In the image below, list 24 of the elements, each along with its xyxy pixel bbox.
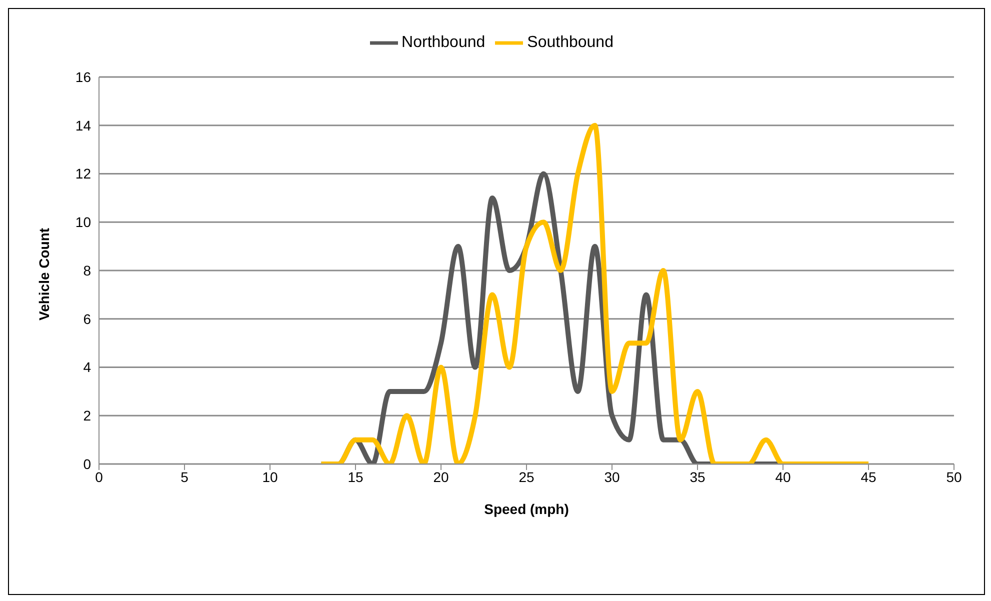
x-tick-label: 50 (946, 468, 962, 485)
y-tick-label: 8 (83, 262, 92, 278)
x-tick-label: 5 (180, 468, 189, 485)
x-tick-label: 30 (604, 468, 620, 485)
y-tick-label: 14 (75, 117, 92, 134)
x-tick-label: 35 (690, 468, 706, 485)
x-tick-label: 45 (860, 468, 876, 485)
legend-label: Southbound (527, 34, 614, 52)
x-tick-label: 20 (433, 468, 449, 485)
legend-label: Northbound (402, 34, 486, 52)
y-tick-label: 16 (75, 68, 92, 85)
y-tick-label: 12 (75, 166, 92, 182)
y-tick-label: 2 (83, 408, 92, 424)
y-axis-title: Vehicle Count (36, 228, 52, 320)
x-tick-label: 10 (262, 468, 278, 485)
y-tick-label: 4 (83, 359, 92, 376)
x-axis-title: Speed (mph) (484, 501, 569, 517)
x-tick-label: 25 (518, 468, 534, 485)
x-tick-label: 40 (775, 468, 791, 485)
x-tick-label: 0 (95, 468, 104, 485)
x-tick-label: 15 (348, 468, 364, 485)
y-tick-label: 0 (83, 456, 92, 472)
y-tick-label: 6 (83, 310, 92, 327)
y-tick-label: 10 (75, 214, 92, 230)
